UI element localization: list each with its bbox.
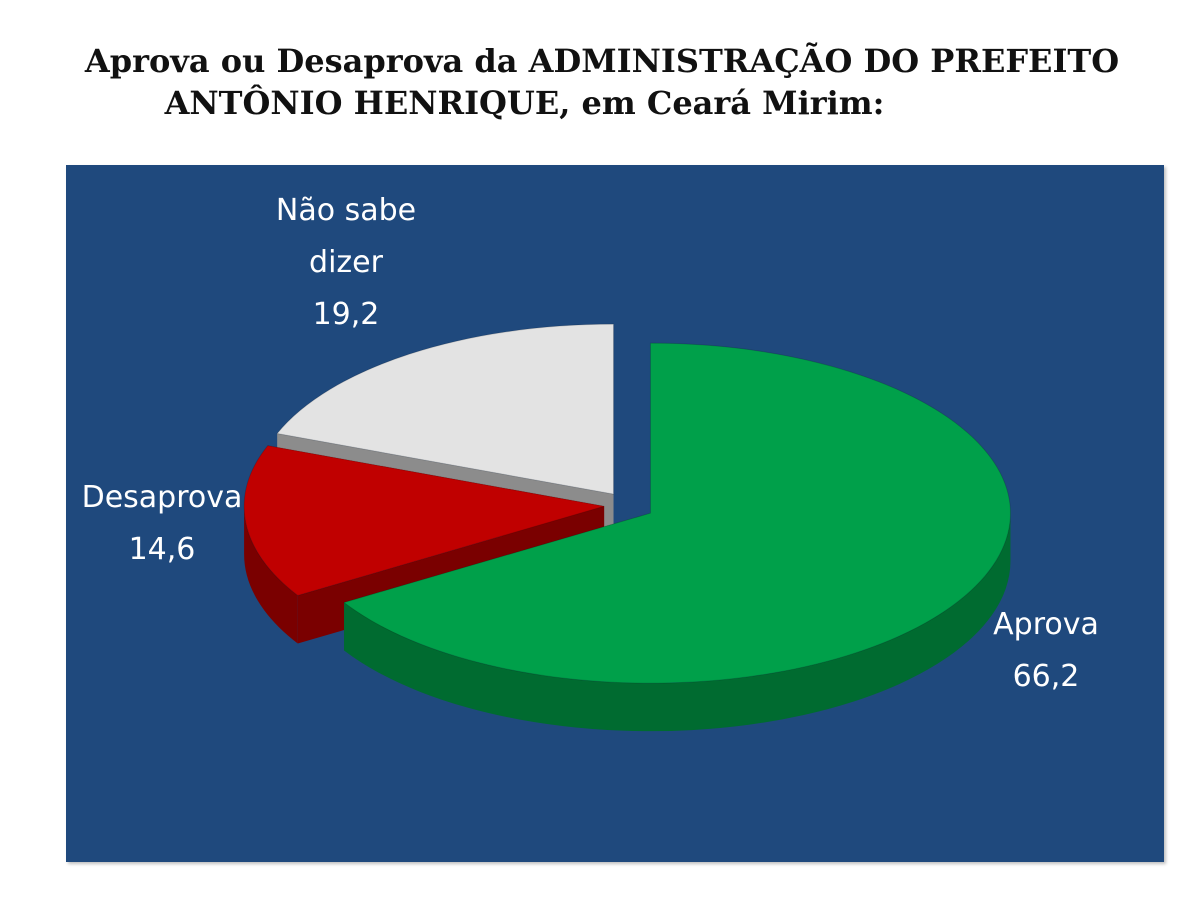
label-aprova-name: Aprova [993, 607, 1099, 642]
slice-aprova-rim-0 [344, 513, 1011, 732]
plot-area: Não sabe dizer 19,2 Desaprova 14,6 Aprov… [66, 165, 1164, 862]
chart-title-line-2: ANTÔNIO HENRIQUE, em Ceará Mirim: [164, 84, 885, 122]
label-desaprova-value: 14,6 [128, 532, 196, 567]
label-aprova-value: 66,2 [1012, 659, 1080, 694]
slice-aprova-top [343, 342, 1011, 684]
slice-desaprova-top [243, 445, 605, 597]
chart-title: Aprova ou Desaprova da ADMINISTRAÇÃO DO … [0, 40, 1204, 124]
slice-nao-sabe-dizer-top [276, 323, 615, 495]
label-aprova: Aprova 66,2 [956, 599, 1136, 703]
label-nao-sabe-dizer-name-1: Não sabe [275, 193, 417, 228]
label-nao-sabe-dizer: Não sabe dizer 19,2 [236, 185, 456, 341]
slice-aprova [343, 342, 1011, 732]
label-desaprova-name: Desaprova [81, 480, 243, 515]
label-nao-sabe-dizer-name-2: dizer [309, 245, 383, 280]
slice-desaprova-rim-0 [244, 506, 298, 644]
label-nao-sabe-dizer-value: 19,2 [312, 297, 380, 332]
chart-title-line-1: Aprova ou Desaprova da ADMINISTRAÇÃO DO … [84, 42, 1120, 80]
pie-chart [243, 323, 1011, 732]
label-desaprova: Desaprova 14,6 [62, 472, 262, 576]
